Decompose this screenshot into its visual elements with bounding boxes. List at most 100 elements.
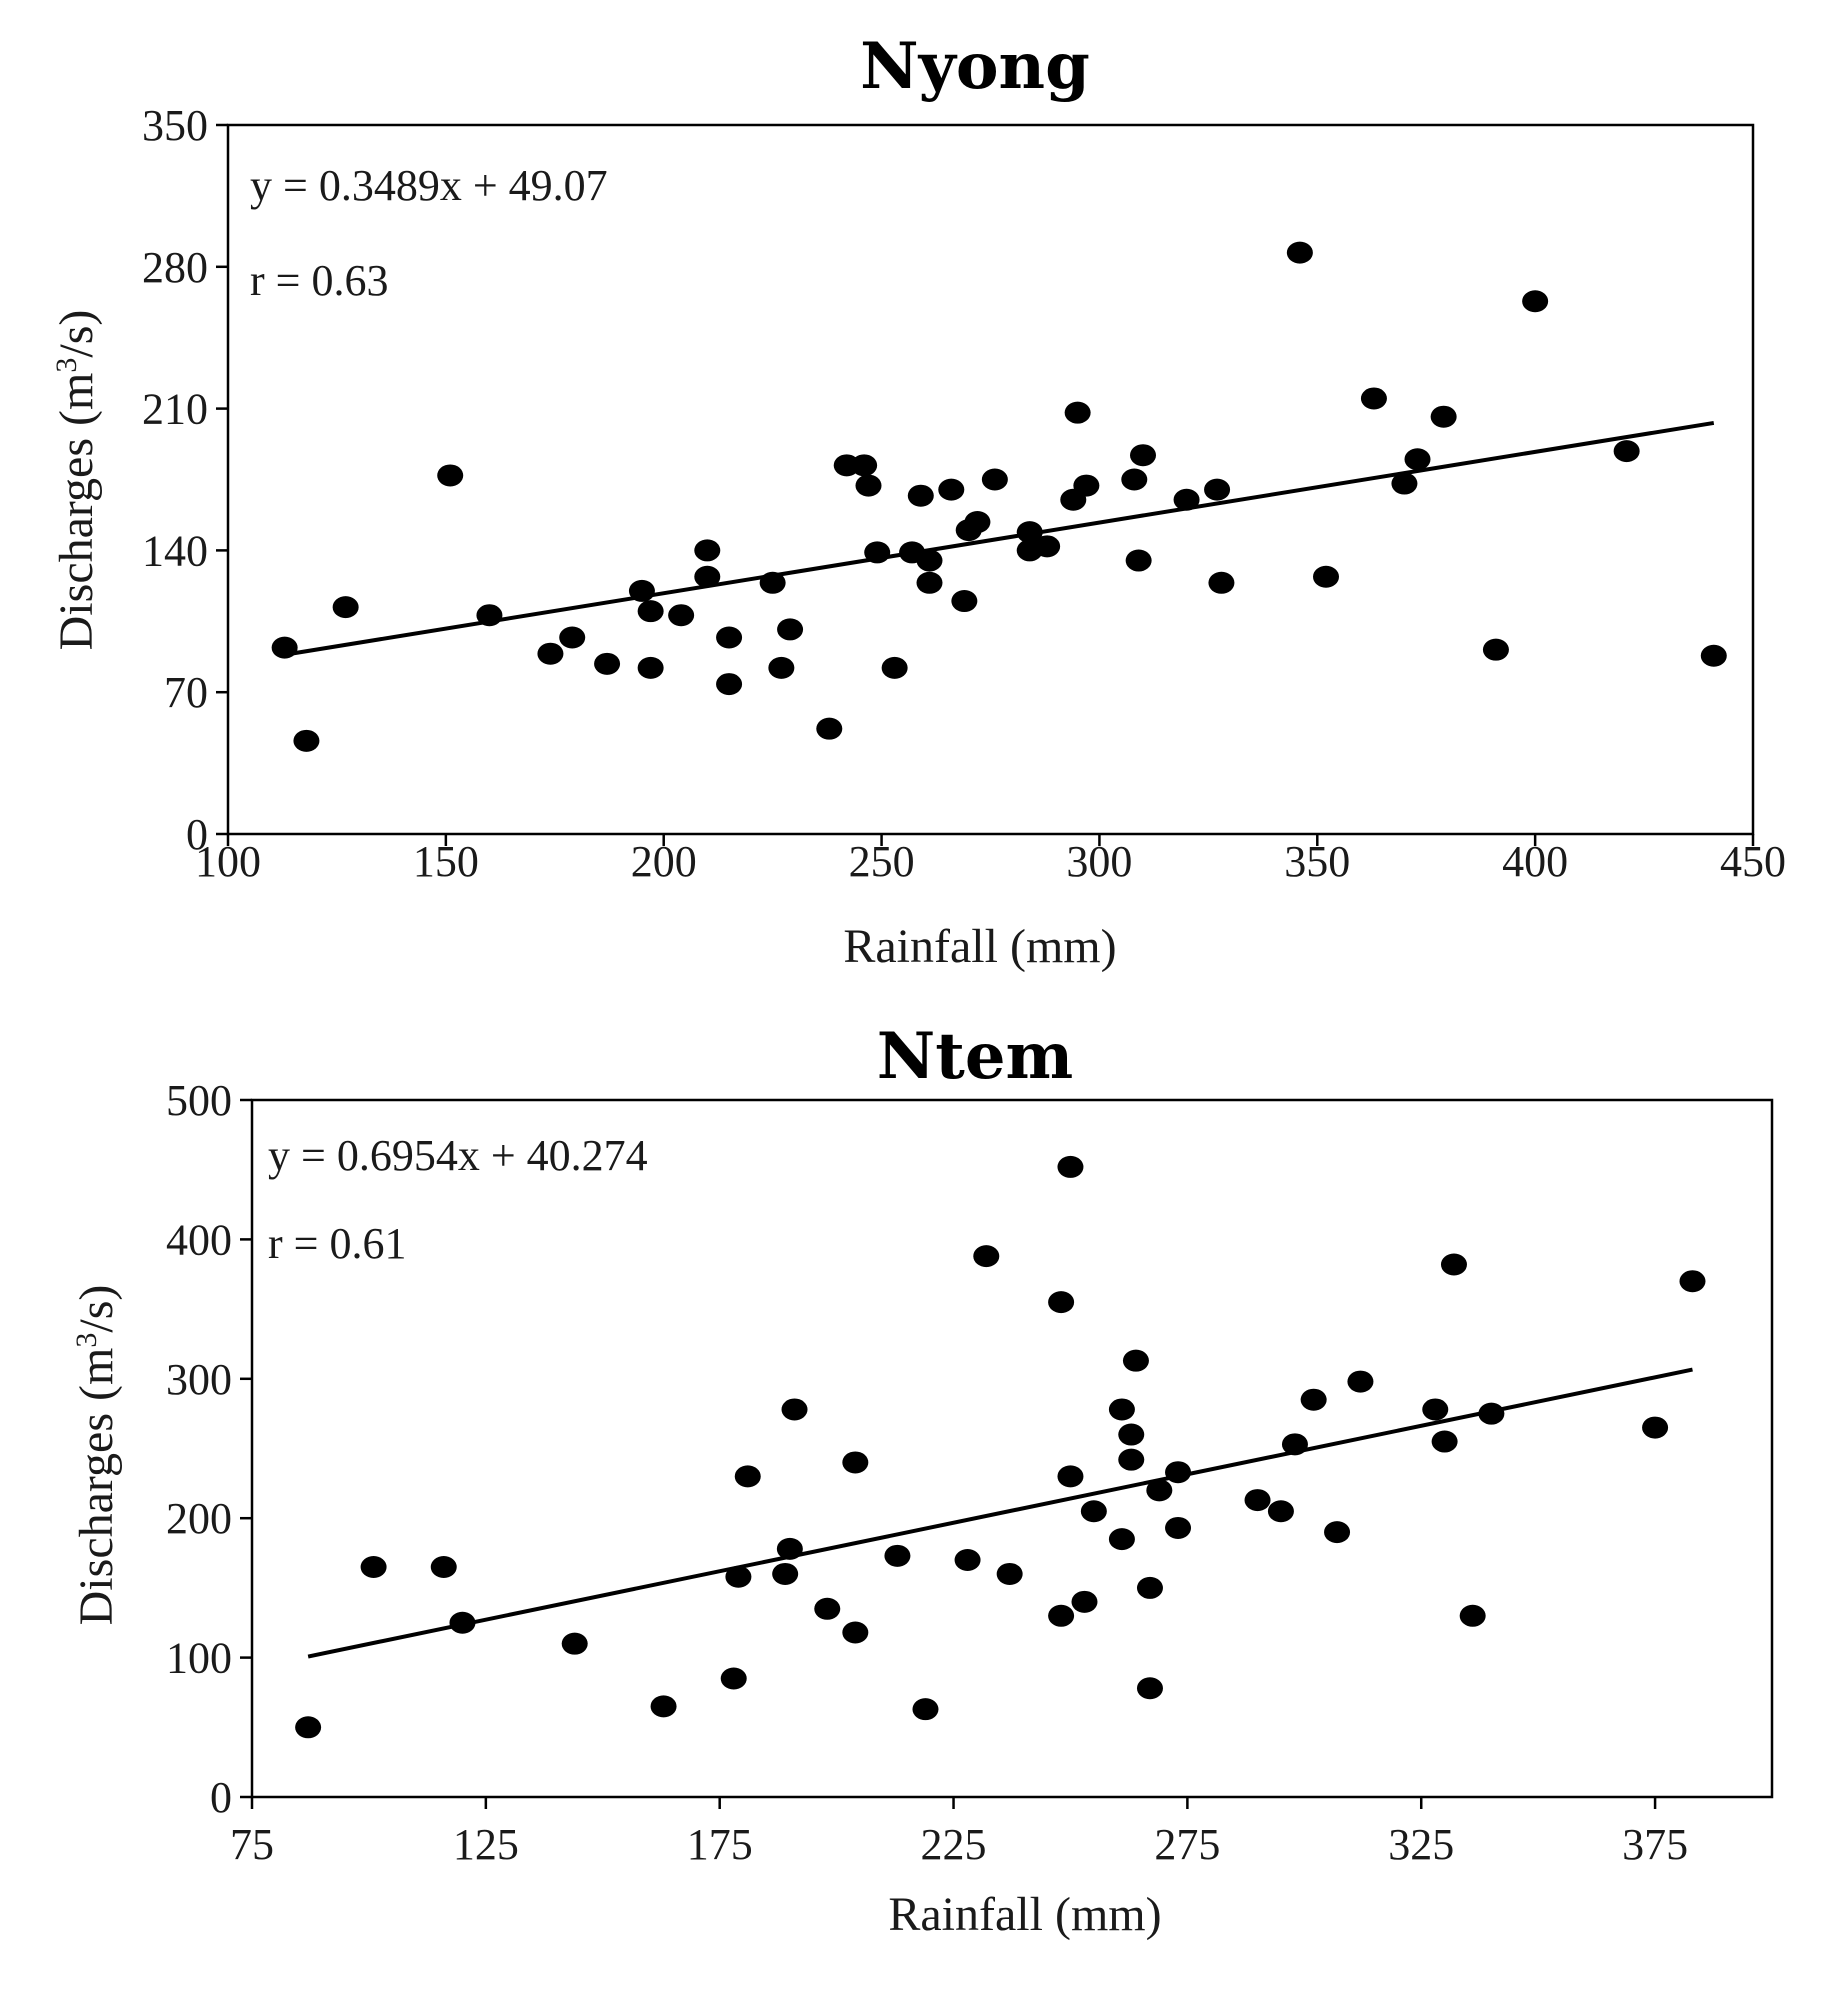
data-points: [271, 241, 1727, 752]
data-point: [1130, 444, 1156, 467]
data-point: [912, 1698, 939, 1721]
x-tick-label: 250: [849, 837, 915, 886]
data-point: [1324, 1521, 1351, 1544]
x-tick-label: 400: [1502, 837, 1568, 886]
x-tick-label: 300: [1066, 837, 1132, 886]
data-point: [720, 1667, 747, 1690]
data-point: [1165, 1516, 1192, 1539]
x-tick-label: 125: [453, 1820, 519, 1869]
y-tick-label: 200: [166, 1494, 232, 1543]
x-tick-label: 75: [230, 1820, 274, 1869]
data-point: [295, 1716, 322, 1739]
panel-ntem: Ntem 75 125 175 225 275 325 375 0 100 200 300 400 5…: [70, 1019, 1774, 1941]
data-point: [981, 468, 1008, 491]
x-tick-label: 450: [1720, 837, 1786, 886]
plot-frame: [250, 1098, 1774, 1799]
data-point: [1459, 1604, 1486, 1627]
y-axis-label-superscript: 3: [70, 1333, 103, 1348]
data-point: [855, 474, 882, 497]
data-point: [916, 571, 943, 594]
data-point: [1146, 1479, 1173, 1502]
data-point: [1048, 1291, 1075, 1314]
data-point: [1430, 405, 1457, 428]
y-tick-label: 350: [142, 101, 208, 150]
data-point: [814, 1597, 841, 1620]
x-tick-label: 375: [1622, 1820, 1688, 1869]
y-axis-label-prefix: Discharges (m: [50, 373, 103, 651]
data-point: [1313, 565, 1339, 588]
data-point: [1300, 1388, 1327, 1411]
data-point: [360, 1555, 387, 1578]
x-tick-label: 275: [1154, 1820, 1220, 1869]
y-axis-label-prefix: Discharges (m: [70, 1348, 123, 1626]
data-point: [1700, 644, 1727, 667]
data-point: [1173, 488, 1200, 511]
trend-line: [284, 420, 1715, 657]
chart-title: Ntem: [877, 1019, 1074, 1094]
data-point: [907, 484, 934, 507]
plot-frame: [226, 123, 1755, 836]
y-tick-label: 280: [142, 243, 208, 292]
data-point: [916, 549, 943, 572]
data-point: [1642, 1416, 1669, 1439]
data-point: [1360, 387, 1387, 410]
data-point: [637, 600, 664, 623]
data-point: [668, 604, 695, 627]
data-point: [1118, 1448, 1145, 1471]
data-point: [1208, 571, 1235, 594]
data-point: [1204, 478, 1231, 501]
regression-equation: y = 0.3489x + 49.07: [250, 161, 608, 210]
data-point: [1108, 1398, 1135, 1421]
data-point: [996, 1562, 1023, 1585]
data-point: [1121, 468, 1148, 491]
chart-title: Nyong: [860, 29, 1090, 104]
y-ticks: 0 70 140 210 280 350: [142, 101, 228, 859]
data-point: [964, 511, 991, 534]
y-tick-label: 500: [166, 1076, 232, 1125]
data-point: [1482, 638, 1509, 661]
data-point: [1136, 1677, 1163, 1700]
y-axis-label-superscript: 3: [50, 358, 83, 373]
data-point: [1057, 1465, 1084, 1488]
data-point: [772, 1562, 799, 1585]
panel-nyong: Nyong 100 150 200 250 300 350 400 450 0 70 140 210…: [50, 29, 1786, 973]
y-axis-label-suffix: /s): [70, 1285, 123, 1333]
data-point: [1048, 1604, 1075, 1627]
data-point: [951, 590, 978, 613]
data-point: [716, 626, 743, 649]
data-point: [561, 1632, 588, 1655]
data-point: [973, 1245, 1000, 1268]
data-point: [842, 1621, 869, 1644]
data-point: [816, 717, 843, 740]
data-points: [295, 1155, 1706, 1739]
data-point: [734, 1465, 761, 1488]
correlation-coefficient: r = 0.63: [250, 256, 388, 305]
data-point: [1064, 401, 1091, 424]
trend-line: [307, 1367, 1693, 1659]
data-point: [694, 539, 721, 562]
data-point: [594, 652, 621, 675]
data-point: [1244, 1489, 1271, 1512]
data-point: [694, 565, 721, 588]
x-axis-label: Rainfall (mm): [843, 920, 1116, 973]
x-tick-label: 100: [195, 837, 261, 886]
data-point: [725, 1565, 752, 1588]
y-tick-label: 0: [186, 810, 208, 859]
x-ticks: 75 125 175 225 275 325 375: [230, 1797, 1688, 1869]
data-point: [1391, 472, 1418, 495]
y-axis-label-suffix: /s): [50, 310, 103, 358]
correlation-coefficient: r = 0.61: [268, 1219, 406, 1268]
data-point: [559, 626, 586, 649]
data-point: [938, 478, 965, 501]
data-point: [1108, 1528, 1135, 1551]
y-tick-label: 100: [166, 1634, 232, 1683]
data-point: [1118, 1423, 1145, 1446]
data-point: [293, 729, 320, 752]
y-axis-label: Discharges (m3/s): [70, 1285, 123, 1626]
data-point: [777, 618, 804, 641]
data-point: [1679, 1270, 1706, 1293]
data-point: [1034, 535, 1061, 558]
data-point: [1422, 1398, 1449, 1421]
y-tick-label: 0: [210, 1773, 232, 1822]
